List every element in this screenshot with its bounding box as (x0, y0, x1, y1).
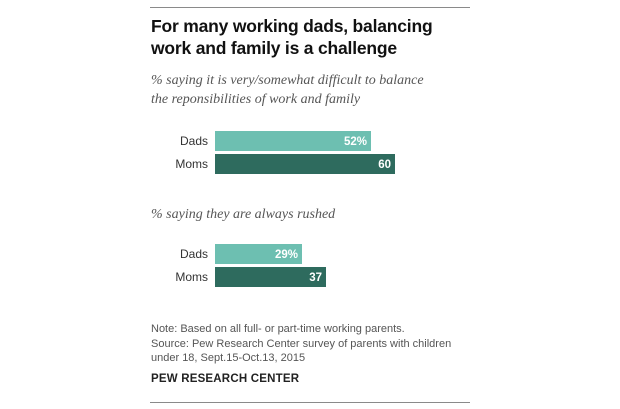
value-label-dads-panel-1: 52% (344, 136, 367, 148)
title-line-1: For many working dads, balancing (151, 16, 433, 36)
value-label-moms-panel-2: 37 (309, 272, 322, 284)
panel-2-subtitle-line-1: % saying they are always rushed (151, 207, 336, 222)
source-label: PEW RESEARCH CENTER (151, 373, 300, 385)
category-label-moms: Moms (175, 270, 208, 284)
bar-dads-panel-2 (215, 244, 302, 264)
source-line-1: Source: Pew Research Center survey of pa… (151, 337, 452, 350)
panel-1-subtitle: % saying it is very/somewhat difficult t… (151, 71, 481, 109)
bar-moms-panel-2 (215, 267, 326, 287)
panel-1-subtitle-line-2: the reponsibilities of work and family (151, 92, 361, 107)
category-label-dads: Dads (180, 247, 208, 261)
category-label-dads: Dads (180, 134, 208, 148)
notes: Note: Based on all full- or part-time wo… (151, 322, 481, 366)
value-label-moms-panel-1: 60 (378, 159, 391, 171)
panel-2-subtitle: % saying they are always rushed (151, 205, 481, 224)
top-rule (150, 7, 470, 8)
category-label-moms: Moms (175, 157, 208, 171)
value-label-dads-panel-2: 29% (275, 249, 298, 261)
title-line-2: work and family is a challenge (151, 38, 397, 58)
bar-moms-panel-1 (215, 154, 395, 174)
source-line-2: under 18, Sept.15-Oct.13, 2015 (151, 352, 306, 364)
bar-dads-panel-1 (215, 131, 371, 151)
chart-title: For many working dads, balancing work an… (151, 15, 481, 59)
bottom-rule (150, 402, 470, 403)
note-line-1: Note: Based on all full- or part-time wo… (151, 323, 405, 335)
panel-1-subtitle-line-1: % saying it is very/somewhat difficult t… (151, 73, 424, 88)
